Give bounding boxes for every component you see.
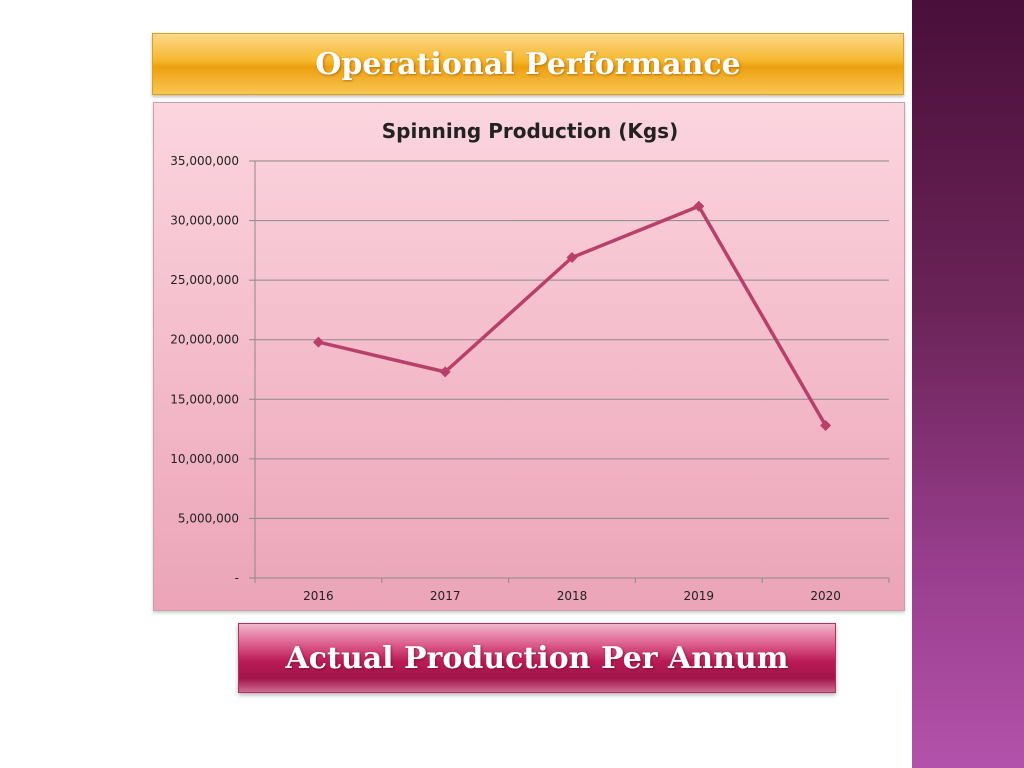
slide-title: Operational Performance xyxy=(315,46,741,82)
series-line xyxy=(317,204,828,427)
chart-title: Spinning Production (Kgs) xyxy=(382,119,678,143)
y-tick-label: 10,000,000 xyxy=(170,452,239,466)
y-tick-label: 15,000,000 xyxy=(170,392,239,406)
chart-panel: Spinning Production (Kgs) - 5,000,000 10,0… xyxy=(153,102,905,611)
x-tick-label: 2016 xyxy=(303,589,334,603)
x-tick-label: 2019 xyxy=(684,589,715,603)
y-tick-label: 25,000,000 xyxy=(170,273,239,287)
y-tick-label: 35,000,000 xyxy=(170,154,239,168)
y-tick-label: 5,000,000 xyxy=(178,511,239,525)
y-tick-label: 30,000,000 xyxy=(170,214,239,228)
x-tick-labels: 2016 2017 2018 2019 2020 xyxy=(303,589,841,603)
axes xyxy=(249,160,890,583)
data-point-marker xyxy=(820,419,832,431)
markers xyxy=(312,200,832,431)
footer-banner: Actual Production Per Annum xyxy=(238,623,836,693)
y-tick-label: - xyxy=(235,571,239,585)
data-point-marker xyxy=(566,252,578,264)
series xyxy=(317,204,828,427)
y-tick-label: 20,000,000 xyxy=(170,333,239,347)
data-point-marker xyxy=(312,336,324,348)
decorative-side-bar xyxy=(912,0,1024,768)
data-point-marker xyxy=(439,366,451,378)
y-tick-labels: - 5,000,000 10,000,000 15,000,000 20,000,000… xyxy=(170,154,239,585)
x-tick-label: 2020 xyxy=(810,589,841,603)
title-banner: Operational Performance xyxy=(152,33,904,95)
x-tick-label: 2017 xyxy=(430,589,461,603)
data-point-marker xyxy=(693,200,705,212)
footer-caption: Actual Production Per Annum xyxy=(285,640,789,676)
x-tick-label: 2018 xyxy=(557,589,588,603)
line-chart: Spinning Production (Kgs) - 5,000,000 10,0… xyxy=(170,119,890,603)
gridlines xyxy=(255,160,889,519)
